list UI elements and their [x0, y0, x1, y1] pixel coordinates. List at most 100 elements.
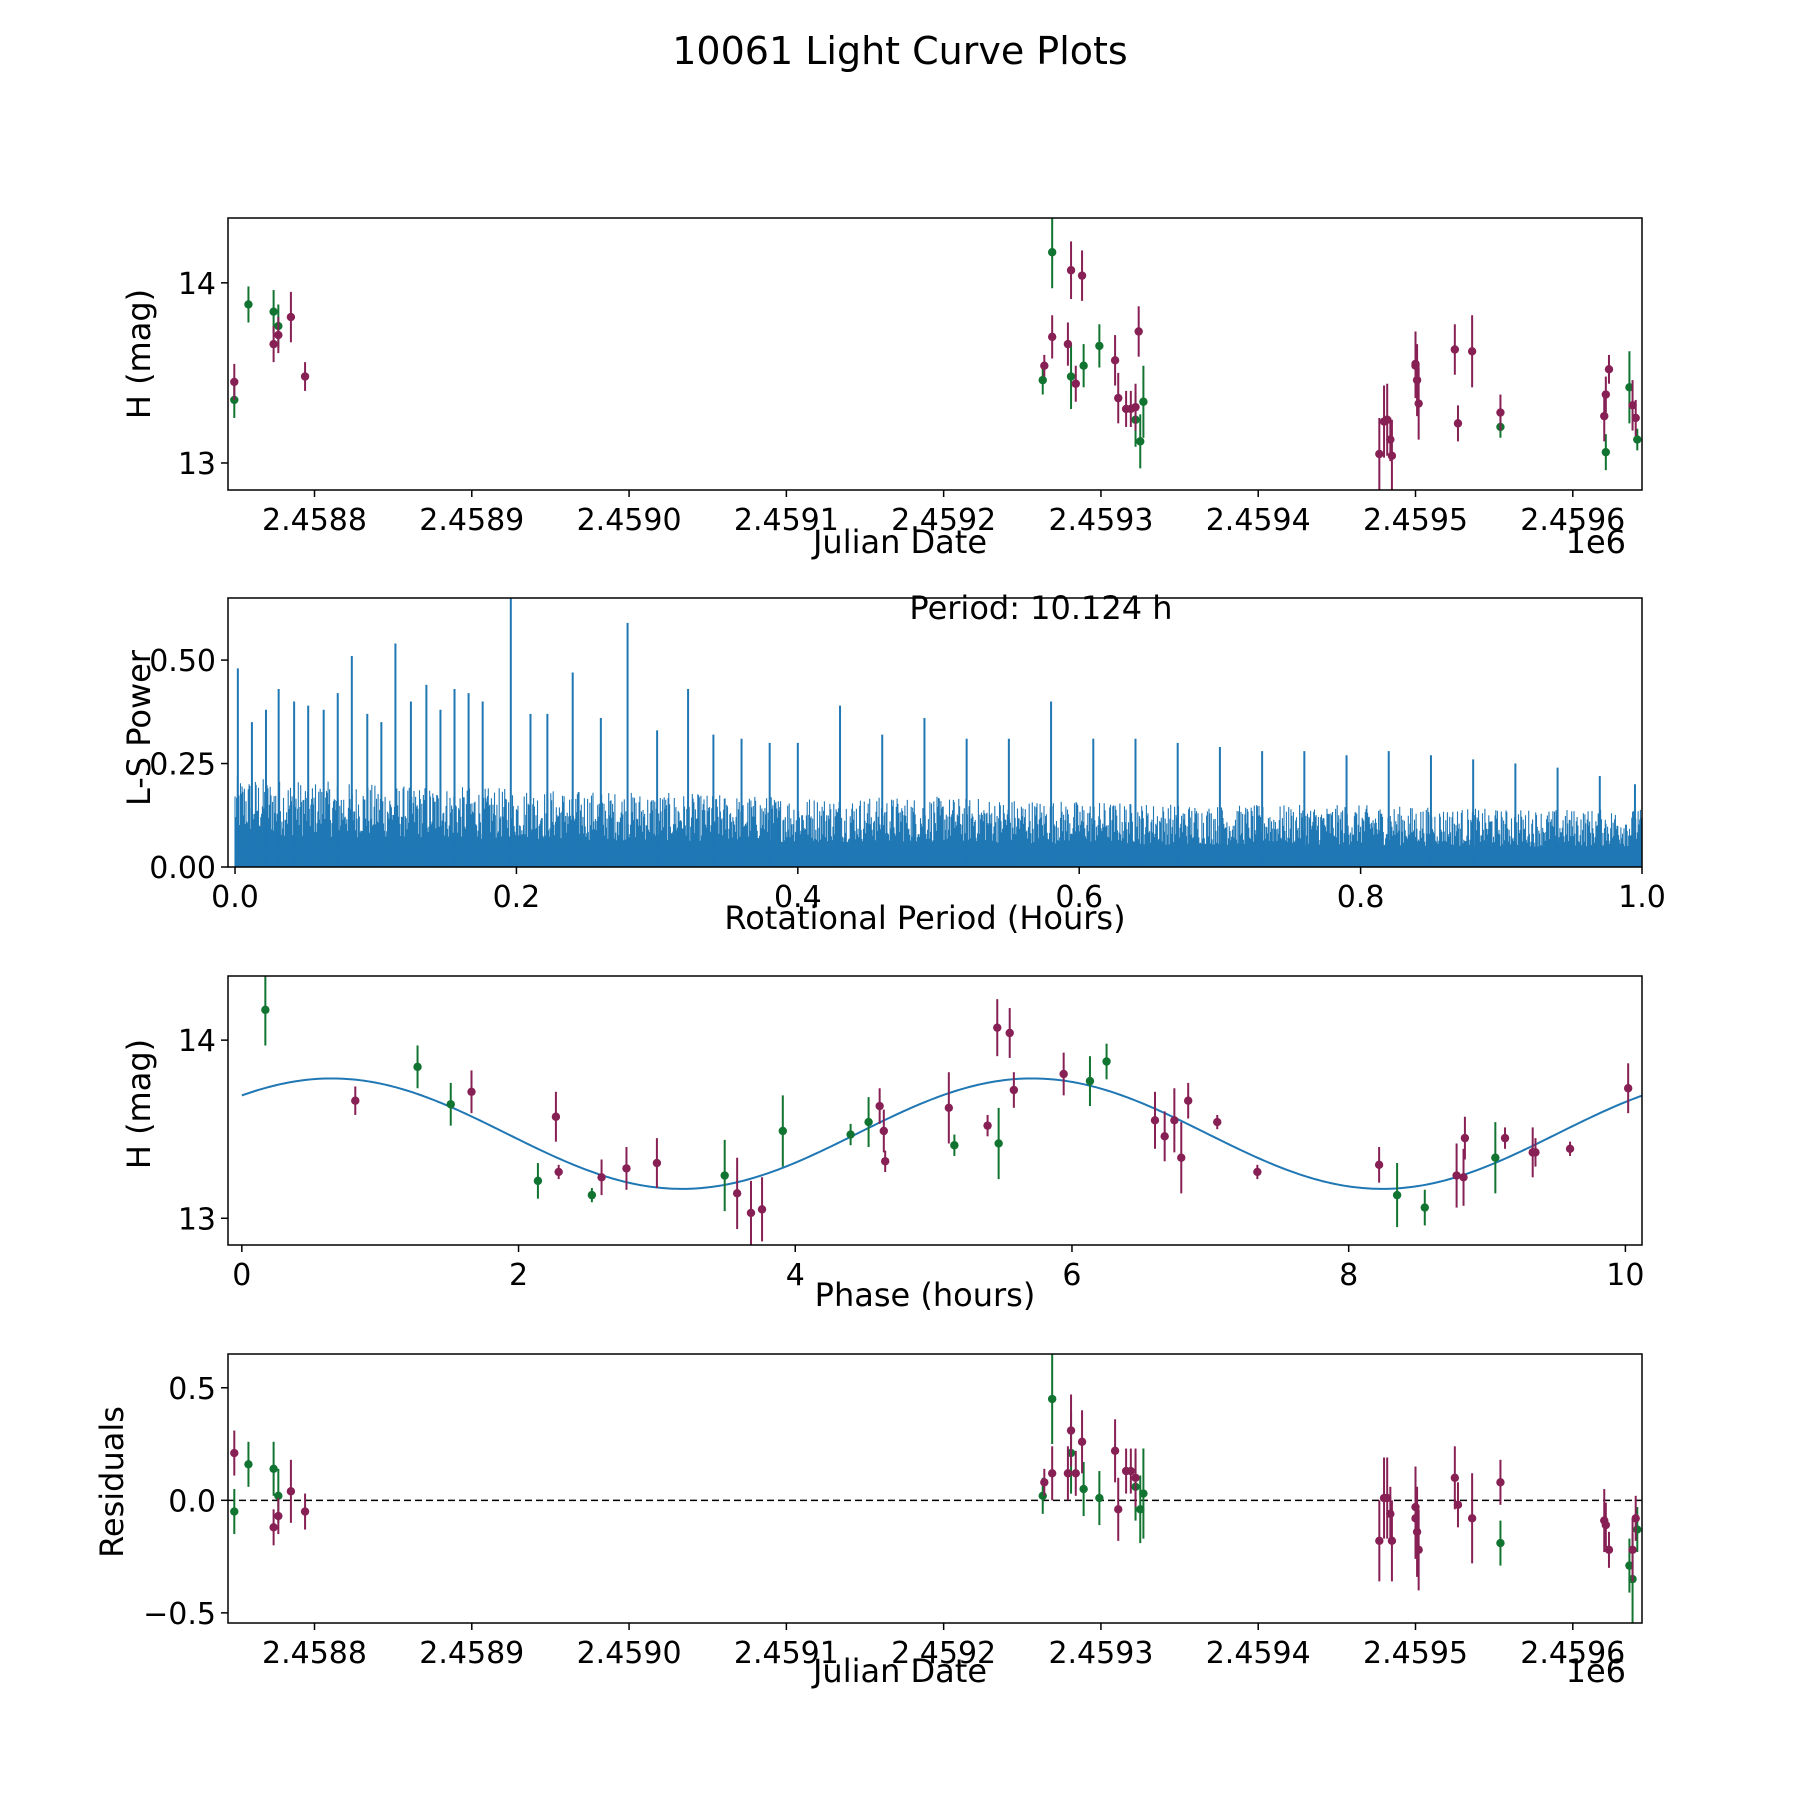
lightcurve-xlabel: Julian Date — [811, 523, 987, 561]
phase-point-maroon — [1500, 1133, 1510, 1143]
phase-point-maroon — [1213, 1117, 1222, 1127]
residuals-point-maroon — [1375, 1536, 1384, 1546]
phase-point-green — [1491, 1153, 1500, 1162]
lightcurve-plot-area: 2.4588 2.4589 2.4590 2.4591 2.4592 2.4593 2.45… — [178, 217, 1643, 538]
lightcurve-point-green — [1038, 375, 1047, 385]
lightcurve-point-maroon — [286, 312, 296, 322]
lightcurve-point-maroon — [1450, 345, 1460, 354]
periodogram-panel: 0.0 0.2 0.4 0.6 0.8 1.0 0.00 0.25 0.50 Rotationa… — [120, 589, 1666, 937]
period-annotation: Period: 10.124 h — [909, 589, 1172, 627]
phase-point-maroon — [757, 1205, 767, 1214]
phase-point-maroon — [1059, 1069, 1068, 1079]
lightcurve-point-green — [1047, 248, 1057, 257]
phase-point-maroon — [732, 1189, 742, 1198]
residuals-ytick-label: −0.5 — [143, 1597, 216, 1632]
phase-point-maroon — [944, 1103, 954, 1113]
residuals-point-green — [244, 1460, 253, 1469]
phase-point-green — [778, 1126, 788, 1136]
residuals-data-layer — [230, 1354, 1642, 1623]
phase-point-maroon — [1565, 1144, 1575, 1154]
phase-point-maroon — [1160, 1132, 1169, 1141]
lightcurve-xtick-label: 2.4594 — [1206, 503, 1311, 538]
lightcurve-panel: 2.4588 2.4589 2.4590 2.4591 2.4592 2.4593 2.45… — [120, 217, 1643, 561]
residuals-point-green — [1095, 1493, 1104, 1503]
phase-point-green — [720, 1171, 729, 1180]
phase-point-green — [587, 1190, 597, 1200]
residuals-point-maroon — [1066, 1426, 1076, 1435]
residuals-xtick-label: 2.4592 — [891, 1636, 996, 1671]
lightcurve-point-green — [1633, 435, 1642, 444]
lightcurve-point-maroon — [1071, 379, 1080, 388]
phase-ytick-label: 14 — [178, 1024, 216, 1059]
phase-point-maroon — [746, 1208, 756, 1218]
phase-model-curve — [241, 1077, 1642, 1190]
lightcurve-xtick-label: 2.4591 — [734, 503, 839, 538]
lightcurve-ylabel: H (mag) — [120, 289, 158, 419]
lightcurve-point-green — [1066, 372, 1076, 381]
residuals-point-maroon — [1040, 1478, 1049, 1487]
lightcurve-xtick-label: 2.4589 — [419, 503, 524, 538]
residuals-point-maroon — [1628, 1545, 1637, 1555]
phase-xtick-label: 2 — [509, 1258, 528, 1293]
phase-point-maroon — [351, 1096, 360, 1105]
phase-xlabel: Phase (hours) — [815, 1276, 1036, 1314]
residuals-ylabel: Residuals — [93, 1406, 131, 1558]
residuals-point-maroon — [1450, 1473, 1460, 1483]
lightcurve-ytick-label: 13 — [178, 447, 216, 482]
lightcurve-point-green — [269, 307, 278, 316]
lightcurve-point-maroon — [1601, 390, 1611, 399]
phase-point-maroon — [467, 1087, 476, 1096]
residuals-point-green — [1625, 1561, 1634, 1570]
residuals-xlabel: Julian Date — [811, 1652, 987, 1690]
phase-point-green — [1392, 1190, 1402, 1200]
lightcurve-point-maroon — [1604, 365, 1614, 374]
residuals-xtick-label: 2.4588 — [262, 1636, 367, 1671]
phase-point-maroon — [1452, 1171, 1461, 1180]
periodogram-ytick-label: 0.25 — [149, 748, 216, 783]
lightcurve-point-green — [1139, 397, 1148, 406]
residuals-point-green — [230, 1507, 239, 1516]
residuals-point-maroon — [274, 1511, 283, 1521]
periodogram-power-floor — [235, 852, 1642, 867]
residuals-plot-area: 2.4588 2.4589 2.4590 2.4591 2.4592 2.4593 2.45… — [143, 1353, 1643, 1671]
periodogram-plot-area: 0.0 0.2 0.4 0.6 0.8 1.0 0.00 0.25 0.50 — [149, 597, 1666, 915]
periodogram-xtick-label: 1.0 — [1618, 880, 1666, 915]
residuals-point-maroon — [1077, 1437, 1087, 1446]
phase-point-maroon — [652, 1158, 662, 1168]
lightcurve-xtick-label: 2.4588 — [262, 503, 367, 538]
residuals-panel: 2.4588 2.4589 2.4590 2.4591 2.4592 2.4593 2.45… — [93, 1353, 1643, 1690]
residuals-point-maroon — [1496, 1478, 1505, 1487]
phase-point-maroon — [879, 1126, 889, 1136]
periodogram-ytick-label: 0.00 — [149, 851, 216, 886]
phase-point-green — [533, 1176, 543, 1186]
residuals-xtick-label: 2.4590 — [577, 1636, 682, 1671]
phase-point-green — [413, 1062, 422, 1072]
lightcurve-point-maroon — [230, 377, 239, 387]
phase-point-maroon — [1253, 1167, 1262, 1177]
lightcurve-point-green — [1625, 383, 1634, 392]
phase-ylabel: H (mag) — [120, 1039, 158, 1169]
phase-xtick-label: 8 — [1339, 1258, 1358, 1293]
residuals-point-maroon — [1453, 1500, 1463, 1510]
residuals-point-green — [274, 1491, 283, 1501]
phase-point-maroon — [1374, 1160, 1384, 1170]
phase-point-green — [446, 1100, 455, 1109]
lightcurve-point-maroon — [1414, 399, 1423, 408]
residuals-point-green — [1139, 1489, 1148, 1498]
phase-point-green — [1085, 1076, 1095, 1086]
phase-point-maroon — [554, 1167, 563, 1177]
phase-xtick-label: 10 — [1606, 1258, 1644, 1293]
phase-model-layer — [241, 1077, 1642, 1190]
residuals-point-green — [1496, 1538, 1505, 1548]
residuals-point-maroon — [1412, 1527, 1422, 1537]
phase-point-maroon — [1183, 1096, 1193, 1105]
phase-point-maroon — [1459, 1173, 1468, 1182]
residuals-point-maroon — [1382, 1493, 1392, 1503]
phase-point-maroon — [1623, 1084, 1633, 1093]
phase-panel: 0 2 4 6 8 10 13 14 Phase (hours) H (mag) — [120, 975, 1644, 1314]
periodogram-xtick-label: 0.8 — [1337, 880, 1385, 915]
phase-point-green — [1420, 1203, 1429, 1212]
residuals-point-green — [1633, 1525, 1642, 1534]
lightcurve-point-maroon — [1040, 361, 1049, 370]
periodogram-xtick-label: 0.2 — [493, 880, 541, 915]
